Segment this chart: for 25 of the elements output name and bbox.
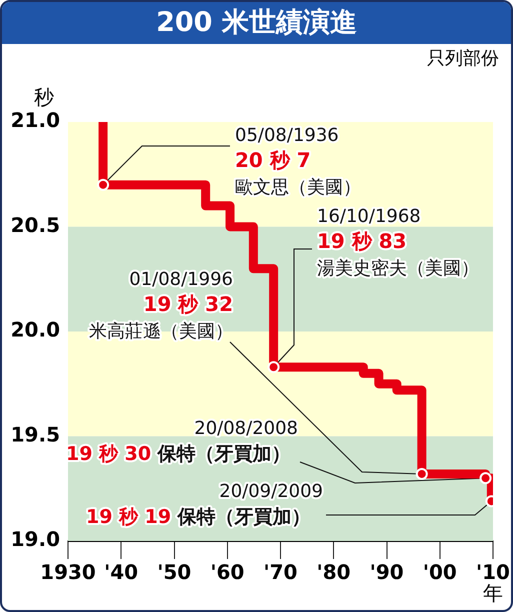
y-tick-label: 19.5 [10,422,60,446]
annotation: 05/08/1936 20 秒 7 歐文思（美國） [235,125,361,198]
y-tick-label: 19.0 [10,527,60,552]
x-tick-label: '70 [264,560,298,584]
x-tick-label: 1930 [40,560,96,584]
x-tick-label: '90 [370,560,404,584]
x-tick-label: '40 [104,560,138,584]
x-tick-label: '50 [157,560,192,584]
y-tick-label: 20.0 [10,318,60,342]
point [416,468,428,480]
point [480,472,492,484]
y-tick-label: 21.0 [10,108,60,132]
chart-subtitle: 只列部份 [427,47,499,70]
annotation: 20/09/2009 19 秒 19 保特（牙買加） [86,481,324,528]
annotation: 20/08/2008 19 秒 30 保特（牙買加） [66,418,298,465]
point [268,361,280,374]
point [97,178,110,191]
chart-title: 200 米世績演進 [156,7,357,38]
x-tick-label: '60 [210,560,244,584]
y-tick-label: 20.5 [10,212,60,237]
x-tick-label: '00 [422,560,457,584]
x-tick-label: '80 [316,560,351,584]
y-axis-title: 秒 [34,85,54,109]
annotation: 01/08/1996 19 秒 32 米高莊遜（美國） [89,269,234,342]
annotation: 16/10/1968 19 秒 83 湯美史密夫（美國） [317,206,479,279]
